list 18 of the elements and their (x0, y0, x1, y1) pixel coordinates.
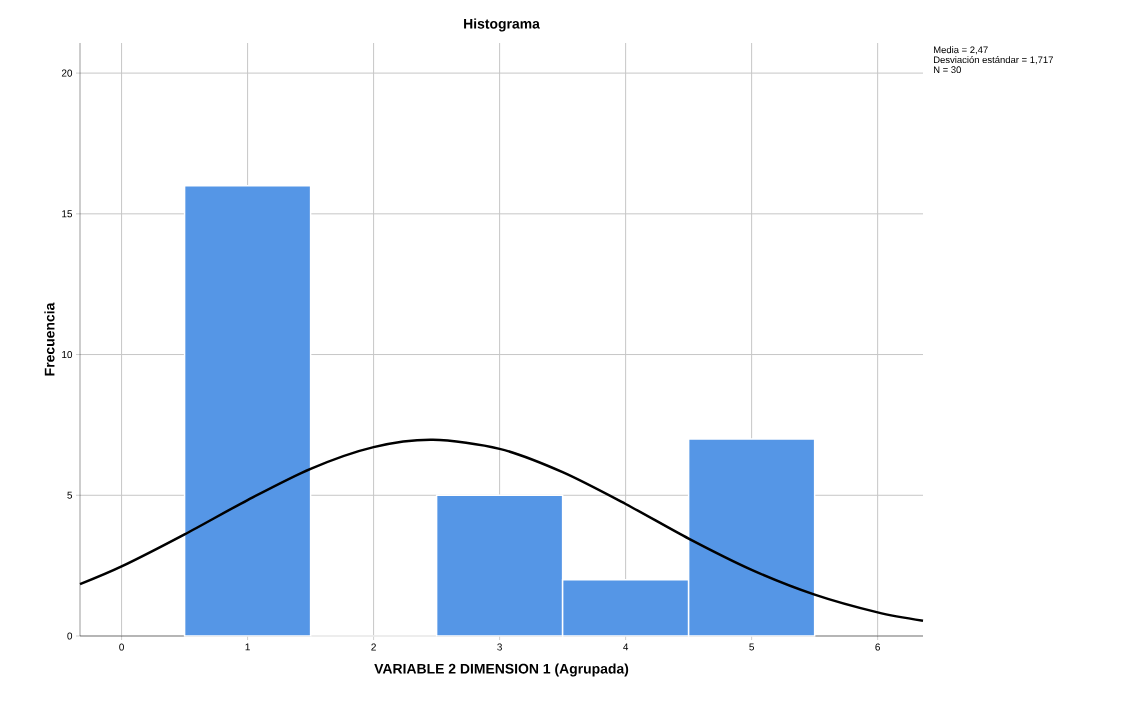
y-tick-label: 10 (62, 351, 73, 359)
x-tick-label: 0 (119, 643, 124, 651)
x-tick-label: 6 (875, 643, 880, 651)
x-tick-label: 4 (623, 643, 629, 651)
x-tick-label: 2 (371, 643, 376, 651)
x-tick-label: 5 (749, 643, 754, 651)
y-tick-label: 20 (61, 69, 73, 77)
text: Desviación estándar = 1,717 (933, 56, 1053, 65)
x-tick-label: 3 (497, 643, 502, 651)
x-axis-title: VARIABLE 2 DIMENSION 1 (Agrupada) (374, 663, 629, 677)
y-axis-title: Frecuencia (44, 302, 55, 376)
x-tick-label: 1 (245, 643, 250, 651)
y-tick-label: 0 (67, 632, 73, 640)
y-tick-label: 15 (62, 210, 73, 218)
chart-title: Histograma (464, 18, 540, 32)
y-tick-label: 5 (67, 491, 73, 499)
text: Media = 2,47 (933, 46, 988, 55)
text: N = 30 (933, 66, 961, 74)
